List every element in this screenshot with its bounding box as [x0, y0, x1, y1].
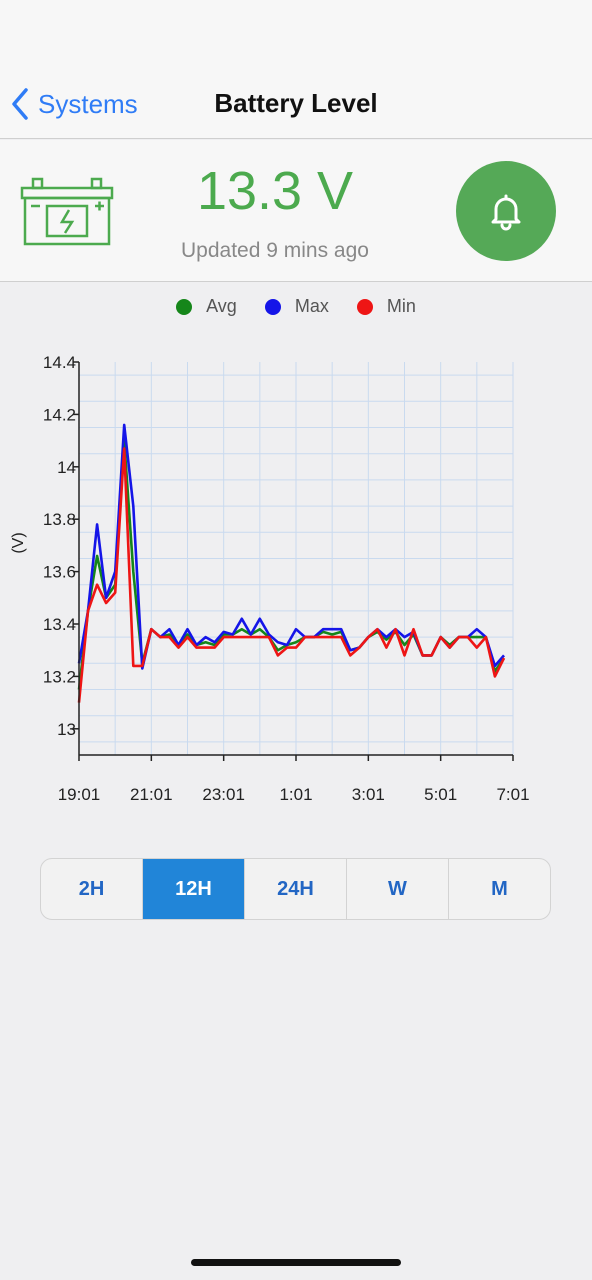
- voltage-chart: 13 13.2 13.4 13.6 13.8 14 14.2 14.4 19:01 21:01 23…: [10, 353, 530, 804]
- series-line-min: [77, 447, 506, 703]
- range-12h[interactable]: 12H: [143, 859, 245, 919]
- legend-item-avg[interactable]: Avg: [176, 296, 237, 317]
- x-tick-label: 19:01: [58, 785, 101, 804]
- legend-item-max[interactable]: Max: [264, 296, 329, 317]
- range-24h[interactable]: 24H: [245, 859, 347, 919]
- y-tick-label: 13.2: [43, 667, 76, 686]
- home-indicator: [191, 1259, 401, 1266]
- x-tick-label: 3:01: [352, 785, 385, 804]
- x-tick-label: 5:01: [424, 785, 457, 804]
- y-tick-label: 13.4: [43, 615, 76, 634]
- y-tick-label: 13.6: [43, 563, 76, 582]
- battery-icon: [20, 177, 114, 246]
- legend-swatch: [264, 298, 281, 315]
- y-tick-label: 14: [57, 458, 76, 477]
- chart-series: [77, 423, 506, 703]
- x-tick-label: 1:01: [279, 785, 312, 804]
- range-w[interactable]: W: [347, 859, 449, 919]
- legend-label: Max: [294, 296, 329, 316]
- x-tick-label: 23:01: [202, 785, 245, 804]
- updated-time: Updated 9 mins ago: [181, 239, 369, 262]
- legend-item-min[interactable]: Min: [356, 296, 416, 317]
- chart-legend: Avg Max Min: [0, 296, 592, 317]
- range-m[interactable]: M: [491, 877, 508, 900]
- page-title: Battery Level: [214, 88, 378, 118]
- time-range-selector: 2H 12H 24H W M: [40, 858, 551, 920]
- alert-button[interactable]: [456, 161, 556, 261]
- chevron-left-icon: [12, 88, 28, 120]
- y-axis-label: (V): [10, 532, 27, 553]
- y-tick-label: 14.4: [43, 353, 76, 372]
- chart-grid: [78, 362, 514, 755]
- chart-axes: [73, 361, 514, 761]
- back-button[interactable]: Systems: [10, 84, 138, 124]
- x-tick-label: 21:01: [130, 785, 173, 804]
- y-tick-label: 13: [57, 720, 76, 739]
- bell-icon: [491, 194, 521, 231]
- legend-swatch: [176, 298, 193, 315]
- legend-label: Min: [386, 296, 416, 316]
- range-2h[interactable]: 2H: [41, 859, 143, 919]
- legend-label: Avg: [206, 296, 237, 316]
- back-label: Systems: [38, 88, 138, 119]
- chart-labels: 13 13.2 13.4 13.6 13.8 14 14.2 14.4 19:01 21:01 23…: [10, 353, 530, 804]
- navigation-bar: Systems Battery Level: [0, 0, 592, 139]
- y-tick-label: 14.2: [43, 405, 76, 424]
- x-tick-label: 7:01: [496, 785, 529, 804]
- legend-swatch: [356, 298, 373, 315]
- voltage-value: 13.3 V: [196, 161, 354, 221]
- y-tick-label: 13.8: [43, 510, 76, 529]
